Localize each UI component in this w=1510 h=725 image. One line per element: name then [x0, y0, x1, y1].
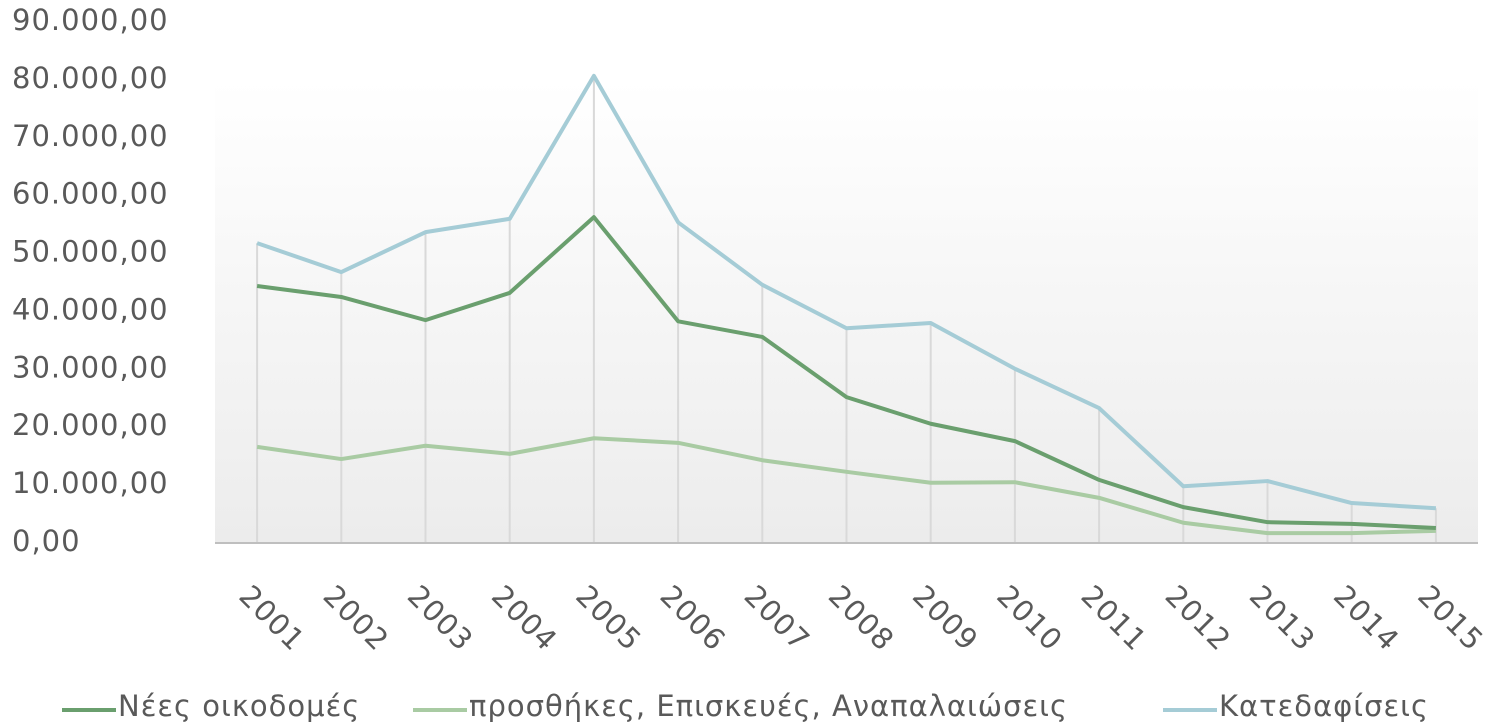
y-tick-label: 50.000,00	[12, 235, 169, 269]
y-tick-label: 20.000,00	[12, 408, 169, 442]
legend-label: Νέες οικοδομές	[118, 689, 360, 723]
x-tick-label: 2001	[232, 579, 311, 658]
y-tick-label: 70.000,00	[12, 119, 169, 153]
series-line	[256, 215, 1436, 530]
y-tick-label: 90.000,00	[12, 3, 169, 37]
x-tick-label: 2008	[822, 579, 901, 658]
x-tick-label: 2007	[738, 579, 817, 658]
x-tick-label: 2003	[401, 579, 480, 658]
y-tick-label: 60.000,00	[12, 177, 169, 211]
y-tick-label: 40.000,00	[12, 292, 169, 326]
y-tick-label: 0,00	[12, 524, 81, 558]
x-tick-label: 2004	[485, 579, 564, 658]
x-tick-label: 2010	[990, 579, 1069, 658]
x-tick-label: 2009	[906, 579, 985, 658]
y-tick-label: 30.000,00	[12, 350, 169, 384]
x-tick-label: 2002	[317, 579, 396, 658]
x-tick-label: 2005	[569, 579, 648, 658]
x-tick-label: 2011	[1074, 579, 1153, 658]
series-line	[256, 436, 1436, 536]
x-tick-label: 2006	[653, 579, 732, 658]
legend-label: προσθήκες, Επισκευές, Αναπαλαιώσεις	[469, 689, 1068, 723]
legend-label: Κατεδαφίσεις	[1219, 689, 1429, 723]
series-line	[256, 73, 1437, 511]
x-tick-label: 2012	[1159, 579, 1238, 658]
x-tick-label: 2014	[1327, 579, 1406, 658]
y-tick-label: 10.000,00	[12, 466, 169, 500]
x-tick-label: 2013	[1243, 579, 1322, 658]
x-tick-label: 2015	[1411, 579, 1490, 658]
y-tick-label: 80.000,00	[12, 61, 169, 95]
